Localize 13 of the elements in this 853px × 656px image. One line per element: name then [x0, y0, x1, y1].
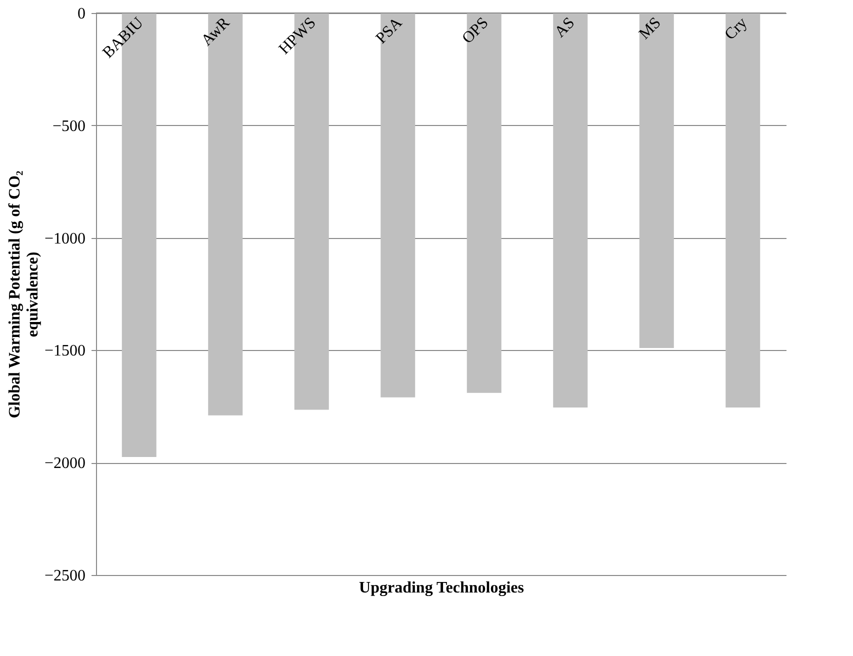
x-tick-label: MS [636, 14, 664, 43]
x-axis-title: Upgrading Technologies [359, 580, 524, 596]
x-tick-label: PSA [372, 14, 406, 48]
x-tick-label: Cry [722, 14, 751, 44]
y-tick-label: 0 [78, 6, 86, 22]
y-tick-label: −1000 [44, 230, 86, 248]
x-tick-label: OPS [459, 14, 492, 48]
y-tick-label: −2000 [44, 455, 86, 472]
y-tick-label: −500 [52, 118, 86, 135]
y-axis-title: Global Warming Potential (g of CO₂ equivalence) [6, 170, 42, 418]
y-tick-label: −2500 [44, 568, 86, 584]
y-tick-label: −1500 [44, 342, 86, 360]
x-tick-label: AS [552, 14, 578, 41]
